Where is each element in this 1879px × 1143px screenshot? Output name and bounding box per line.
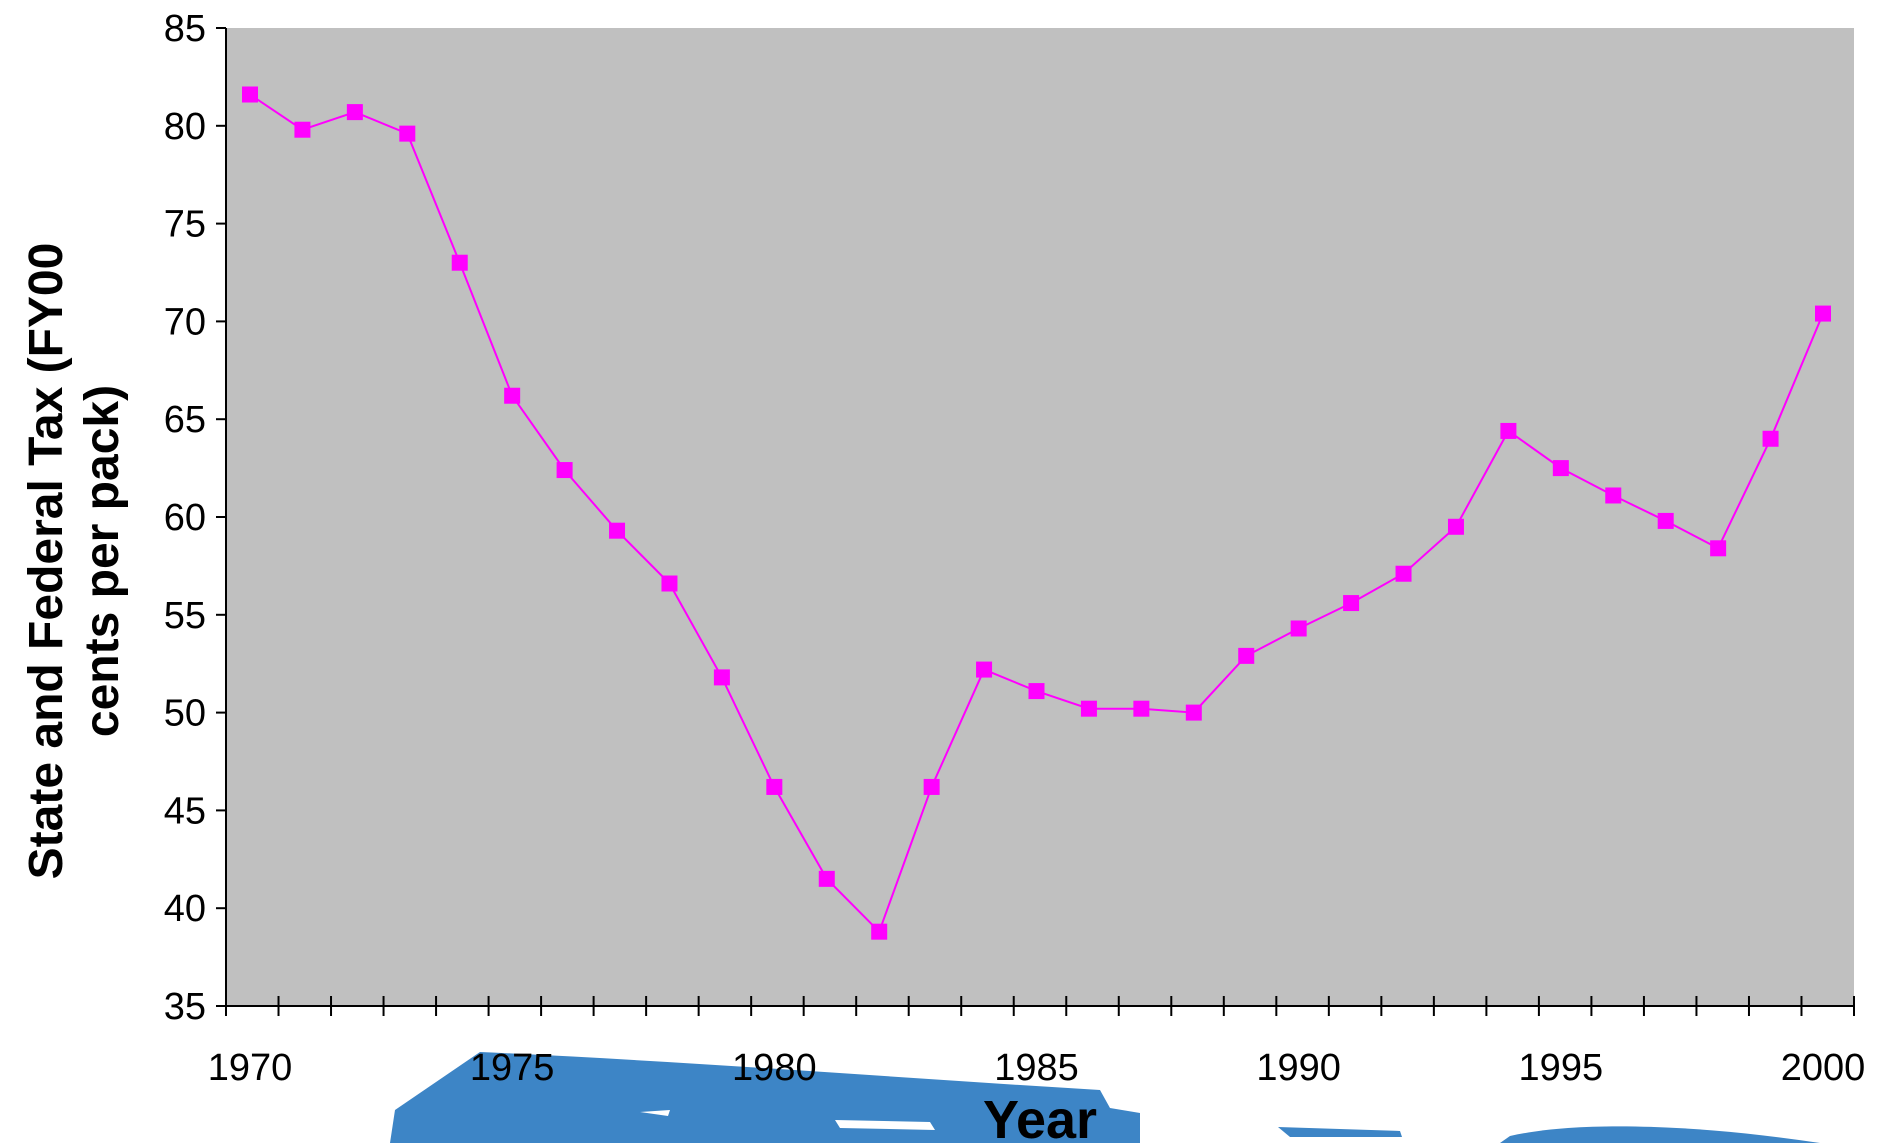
data-point-1986 [1080, 700, 1097, 717]
data-point-1990 [1290, 620, 1307, 637]
x-tick-label: 1970 [208, 1047, 293, 1089]
data-point-1989 [1238, 647, 1255, 664]
y-axis-title-line1: State and Federal Tax (FY00 [20, 243, 73, 880]
data-point-1981 [818, 870, 835, 887]
data-point-1984 [976, 661, 993, 678]
x-axis-title: Year [983, 1090, 1097, 1143]
data-point-1971 [294, 121, 311, 138]
y-tick-label: 75 [164, 204, 206, 246]
y-axis-title-line2: cents per pack) [76, 385, 129, 737]
data-point-1991 [1343, 595, 1360, 612]
x-tick-label: 1980 [732, 1047, 817, 1089]
series-layer [242, 86, 1831, 940]
decorative-blue-shape [390, 1052, 1820, 1143]
x-tick-label: 1975 [470, 1047, 555, 1089]
y-tick-label: 55 [164, 595, 206, 637]
data-point-1983 [923, 778, 940, 795]
y-tick-label: 45 [164, 790, 206, 832]
data-point-1987 [1133, 700, 1150, 717]
data-point-1980 [766, 778, 783, 795]
data-point-1993 [1447, 518, 1464, 535]
data-point-1979 [713, 669, 730, 686]
data-point-1982 [871, 923, 888, 940]
data-point-1994 [1500, 422, 1517, 439]
y-tick-label: 35 [164, 986, 206, 1028]
y-tick-label: 70 [164, 301, 206, 343]
data-point-1974 [451, 254, 468, 271]
x-tick-label: 1990 [1256, 1047, 1341, 1089]
x-tick-label: 2000 [1781, 1047, 1866, 1089]
y-tick-label: 85 [164, 8, 206, 50]
plot-area [226, 28, 1854, 1006]
data-point-1973 [399, 125, 416, 142]
data-point-1996 [1605, 487, 1622, 504]
data-point-1978 [661, 575, 678, 592]
y-tick-label: 50 [164, 693, 206, 735]
data-point-1985 [1028, 683, 1045, 700]
data-point-1972 [346, 104, 363, 121]
data-point-1976 [556, 462, 573, 479]
data-point-1998 [1710, 540, 1727, 557]
data-point-1995 [1552, 460, 1569, 477]
data-point-1997 [1657, 512, 1674, 529]
data-point-2000 [1815, 305, 1831, 322]
data-point-1975 [504, 387, 521, 404]
data-point-1992 [1395, 565, 1412, 582]
data-point-1970 [242, 86, 258, 103]
y-tick-label: 80 [164, 106, 206, 148]
x-tick-label: 1995 [1519, 1047, 1604, 1089]
x-tick-label: 1985 [994, 1047, 1079, 1089]
data-point-1977 [609, 522, 626, 539]
y-tick-label: 40 [164, 888, 206, 930]
y-tick-label: 60 [164, 497, 206, 539]
data-point-1999 [1762, 430, 1779, 447]
data-point-1988 [1185, 704, 1202, 721]
axes: 35 40 45 50 55 60 65 70 75 80 85 1970 1975 1980 1985 19… [164, 8, 1866, 1089]
y-tick-label: 65 [164, 399, 206, 441]
